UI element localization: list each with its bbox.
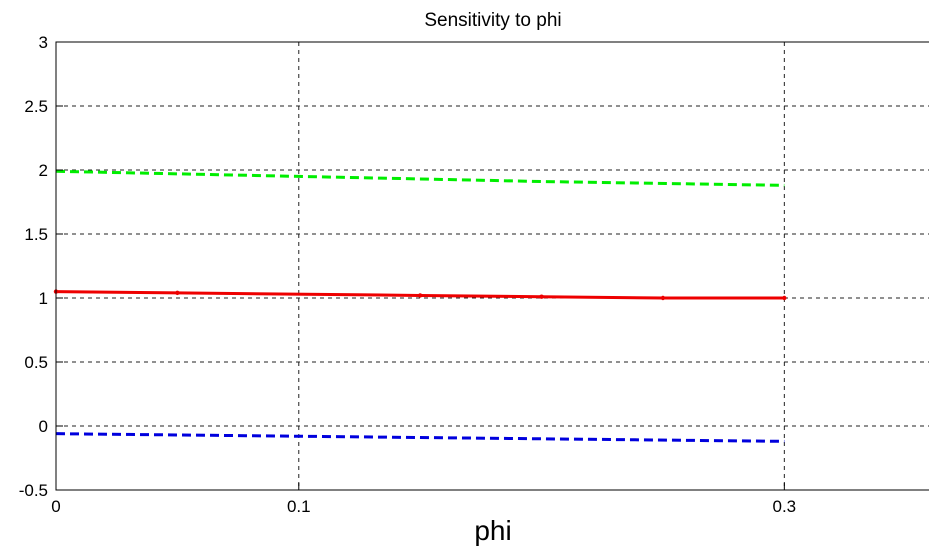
series-2-point (539, 294, 544, 299)
series-2-point (660, 295, 666, 301)
grid (56, 42, 929, 490)
x-tick-label: 0 (51, 497, 60, 516)
series-group (53, 169, 787, 443)
y-tick-label: 0 (39, 417, 48, 436)
chart-title: Sensitivity to phi (424, 10, 561, 31)
y-tick-label: 1.5 (24, 225, 48, 244)
x-tick-label: 0.3 (773, 497, 797, 516)
y-axis: -0.5 0 0.5 1 1.5 2 2.5 3 (19, 33, 63, 500)
series-line-1 (55, 169, 785, 187)
y-tick-label: 1 (39, 289, 48, 308)
x-tick-label: 0.1 (287, 497, 311, 516)
y-tick-label: 3 (39, 33, 48, 52)
y-tick-label: -0.5 (19, 481, 48, 500)
series-2-point (175, 290, 180, 296)
series-2-point (417, 293, 423, 298)
plot-frame (55, 41, 929, 491)
y-tick-label: 2 (39, 161, 48, 180)
series-2-point (782, 295, 787, 301)
series-line-3 (55, 432, 785, 443)
y-tick-label: 2.5 (24, 97, 48, 116)
y-tick-label: 0.5 (24, 353, 48, 372)
x-axis-label: phi (474, 515, 511, 546)
x-axis: 0 0.1 0.3 (51, 483, 796, 516)
series-line-2 (55, 290, 785, 300)
